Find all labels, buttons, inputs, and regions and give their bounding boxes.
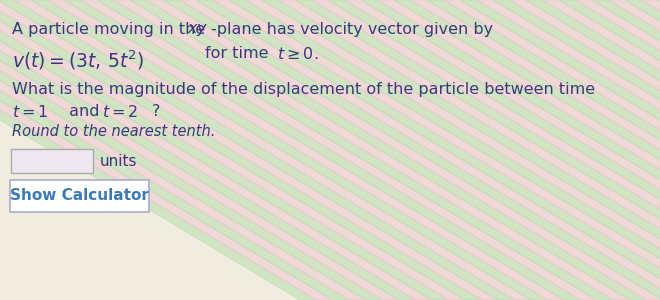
Polygon shape: [0, 0, 350, 300]
Polygon shape: [180, 0, 660, 300]
Polygon shape: [0, 0, 498, 300]
Text: units: units: [100, 154, 137, 169]
Polygon shape: [163, 0, 660, 300]
FancyBboxPatch shape: [10, 180, 149, 212]
Text: Round to the nearest tenth.: Round to the nearest tenth.: [12, 124, 215, 139]
Polygon shape: [295, 0, 660, 300]
Polygon shape: [0, 0, 333, 300]
Text: $v(t) = \left(3t,\, 5t^2\right)$: $v(t) = \left(3t,\, 5t^2\right)$: [12, 48, 145, 71]
Polygon shape: [493, 0, 660, 300]
Text: -plane has velocity vector given by: -plane has velocity vector given by: [211, 22, 493, 37]
Text: $t = 2$: $t = 2$: [102, 104, 139, 120]
Polygon shape: [328, 0, 660, 300]
Text: $xy$: $xy$: [187, 22, 209, 38]
Polygon shape: [411, 0, 660, 300]
Polygon shape: [130, 0, 647, 300]
Polygon shape: [262, 0, 660, 300]
Polygon shape: [196, 0, 660, 300]
Polygon shape: [114, 0, 630, 300]
Polygon shape: [246, 0, 660, 300]
Polygon shape: [0, 0, 449, 300]
Polygon shape: [48, 0, 564, 300]
Polygon shape: [592, 0, 660, 300]
Polygon shape: [642, 0, 660, 300]
Polygon shape: [64, 0, 581, 300]
Polygon shape: [0, 0, 465, 300]
Polygon shape: [147, 0, 660, 300]
Polygon shape: [510, 0, 660, 300]
Polygon shape: [394, 0, 660, 300]
Polygon shape: [0, 0, 383, 300]
Polygon shape: [81, 0, 597, 300]
Text: A particle moving in the: A particle moving in the: [12, 22, 211, 37]
Polygon shape: [444, 0, 660, 300]
Text: $t \geq 0.$: $t \geq 0.$: [277, 46, 319, 62]
Polygon shape: [658, 0, 660, 300]
Polygon shape: [625, 0, 660, 300]
FancyBboxPatch shape: [11, 149, 93, 173]
Polygon shape: [427, 0, 660, 300]
Polygon shape: [378, 0, 660, 300]
Polygon shape: [0, 0, 482, 300]
Text: What is the magnitude of the displacement of the particle between time: What is the magnitude of the displacemen…: [12, 82, 595, 97]
Polygon shape: [279, 0, 660, 300]
Polygon shape: [576, 0, 660, 300]
Polygon shape: [609, 0, 660, 300]
Polygon shape: [312, 0, 660, 300]
Polygon shape: [0, 0, 366, 300]
Polygon shape: [0, 0, 432, 300]
Text: for time: for time: [205, 46, 274, 61]
Polygon shape: [543, 0, 660, 300]
Polygon shape: [15, 0, 531, 300]
Polygon shape: [213, 0, 660, 300]
Polygon shape: [345, 0, 660, 300]
Polygon shape: [559, 0, 660, 300]
Polygon shape: [0, 0, 515, 300]
Polygon shape: [0, 0, 416, 300]
Polygon shape: [0, 0, 317, 300]
Text: and: and: [64, 104, 105, 119]
Polygon shape: [526, 0, 660, 300]
Text: $t = 1$: $t = 1$: [12, 104, 49, 120]
Polygon shape: [97, 0, 614, 300]
Polygon shape: [477, 0, 660, 300]
Polygon shape: [361, 0, 660, 300]
Text: ?: ?: [152, 104, 160, 119]
Polygon shape: [31, 0, 548, 300]
Polygon shape: [229, 0, 660, 300]
Text: Show Calculator: Show Calculator: [10, 188, 149, 203]
Polygon shape: [460, 0, 660, 300]
Polygon shape: [0, 0, 399, 300]
